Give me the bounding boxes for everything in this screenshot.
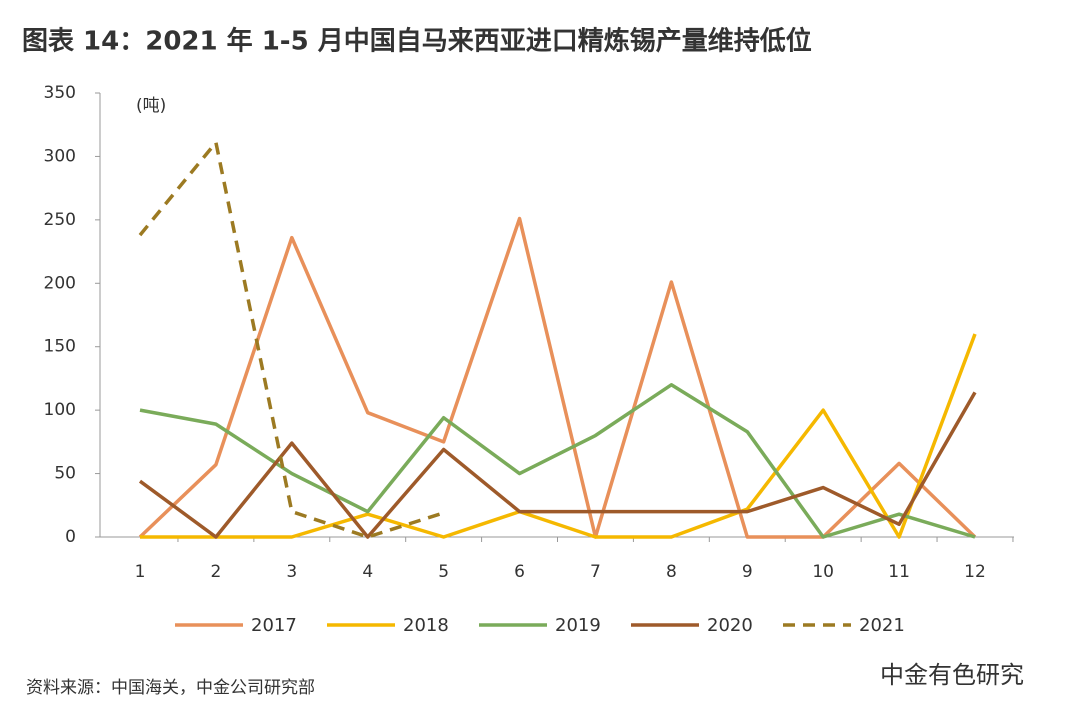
source: 资料来源：中国海关，中金公司研究部	[26, 678, 315, 698]
legend-label: 2018	[403, 615, 449, 636]
x-tick-label: 3	[286, 562, 297, 582]
y-tick-label: 50	[54, 464, 76, 484]
y-tick-label: 300	[44, 146, 76, 166]
x-tick-label: 1	[135, 562, 146, 582]
y-axis-label: (吨)	[136, 96, 166, 116]
line-series	[138, 140, 445, 539]
y-tick-label: 0	[65, 527, 76, 547]
x-tick-label: 11	[888, 562, 910, 582]
line-series	[138, 216, 977, 539]
watermark: 中金有色研究	[880, 661, 1024, 689]
y-tick-label: 200	[44, 273, 76, 293]
x-tick-label: 12	[964, 562, 986, 582]
line-series	[138, 391, 977, 539]
y-tick-label: 250	[44, 210, 76, 230]
x-tick-label: 6	[514, 562, 525, 582]
legend-label: 2019	[555, 615, 601, 636]
chart-title: 图表 14：2021 年 1-5 月中国自马来西亚进口精炼锡产量维持低位	[22, 26, 812, 57]
legend-label: 2021	[859, 615, 905, 636]
x-tick-label: 4	[362, 562, 373, 582]
x-tick-label: 8	[666, 562, 677, 582]
legend-label: 2020	[707, 615, 753, 636]
y-tick-label: 350	[44, 83, 76, 103]
line-series	[140, 333, 977, 539]
x-tick-label: 5	[438, 562, 449, 582]
y-tick-label: 150	[44, 337, 76, 357]
x-tick-label: 10	[812, 562, 834, 582]
y-tick-label: 100	[44, 400, 76, 420]
legend-label: 2017	[251, 615, 297, 636]
x-tick-label: 7	[590, 562, 601, 582]
line-series	[139, 383, 976, 539]
x-tick-label: 9	[742, 562, 753, 582]
x-tick-label: 2	[210, 562, 221, 582]
